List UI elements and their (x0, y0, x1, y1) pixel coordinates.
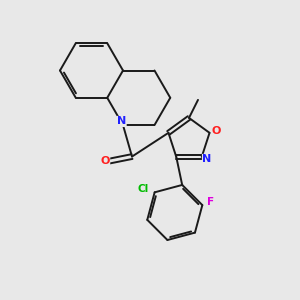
Text: Cl: Cl (138, 184, 149, 194)
Text: N: N (202, 154, 212, 164)
Text: O: O (100, 156, 110, 166)
Text: F: F (207, 197, 214, 207)
Text: N: N (117, 116, 126, 127)
Text: O: O (212, 126, 221, 136)
